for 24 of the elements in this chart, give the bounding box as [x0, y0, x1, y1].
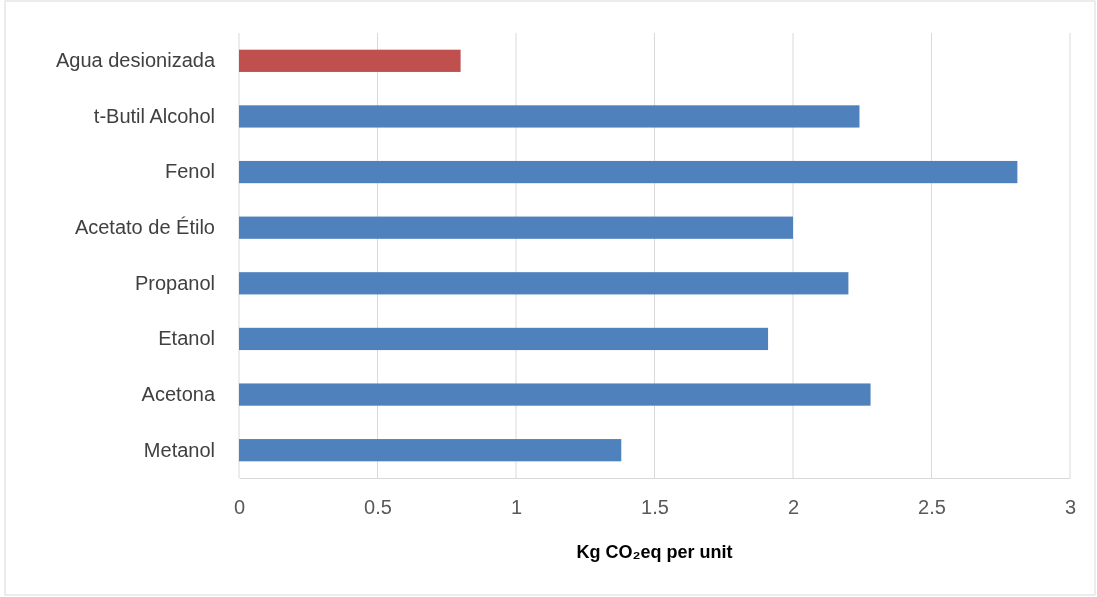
x-tick-label: 0.5: [364, 496, 392, 519]
bar: [239, 439, 622, 462]
y-tick-label: Propanol: [134, 271, 215, 294]
y-tick-label: Acetona: [141, 382, 216, 405]
x-tick-label: 2: [787, 496, 800, 519]
bar: [239, 160, 1018, 184]
x-tick-label: 3: [1064, 496, 1077, 519]
y-tick-label: Fenol: [164, 160, 215, 183]
x-axis-title: Kg CO₂eq per unit: [576, 542, 733, 562]
y-tick-label: Etanol: [158, 327, 215, 350]
bar: [239, 49, 461, 72]
bar: [239, 272, 849, 295]
y-tick-label: t-Butil Alcohol: [93, 104, 215, 127]
bar: [239, 216, 793, 239]
bar: [239, 383, 871, 406]
bar: [239, 327, 769, 351]
x-tick-label: 2.5: [918, 496, 946, 519]
y-tick-label: Agua desionizada: [55, 49, 216, 72]
x-tick-label: 1.5: [641, 496, 669, 519]
x-tick-label: 0: [233, 496, 246, 519]
y-tick-label: Metanol: [143, 438, 215, 461]
y-tick-label: Acetato de Étilo: [74, 216, 215, 239]
x-tick-label: 1: [510, 496, 523, 519]
bar: [239, 105, 860, 128]
